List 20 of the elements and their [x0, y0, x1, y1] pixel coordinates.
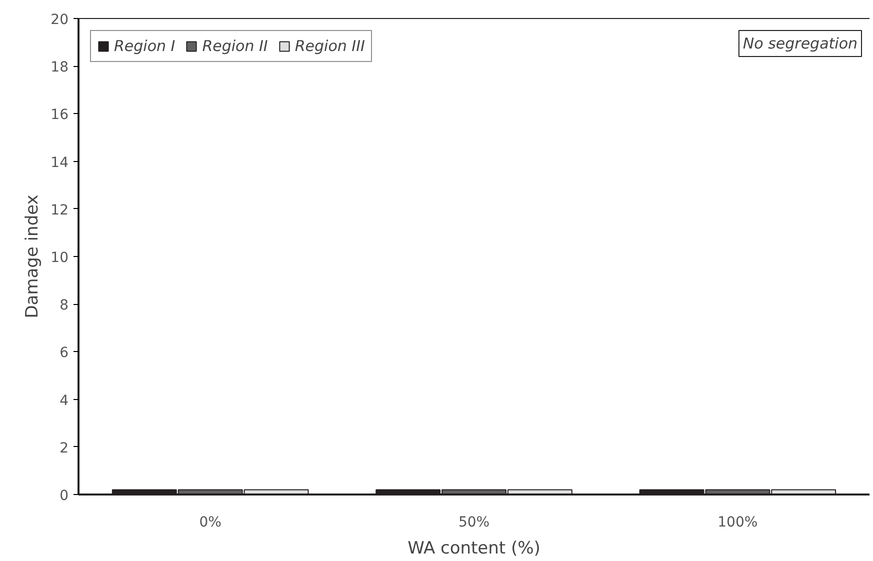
- legend-label: Region III: [294, 37, 365, 55]
- y-tick-label: 18: [50, 60, 69, 76]
- y-tick-label: 4: [60, 392, 69, 409]
- y-tick-label: 20: [50, 12, 69, 28]
- x-tick-label: 0%: [199, 514, 222, 530]
- y-tick-label: 16: [50, 107, 69, 124]
- y-tick-label: 6: [60, 345, 69, 362]
- annotation: No segregation: [742, 34, 858, 52]
- y-tick-label: 12: [50, 202, 69, 218]
- x-tick-label: 100%: [718, 514, 758, 530]
- y-tick-label: 10: [50, 250, 69, 266]
- legend-label: Region I: [114, 37, 176, 55]
- y-tick-label: 14: [50, 154, 69, 171]
- y-tick-label: 2: [60, 440, 69, 456]
- y-tick-label: 8: [60, 298, 69, 314]
- y-axis-title: Damage index: [22, 194, 43, 318]
- x-axis-title: WA content (%): [408, 538, 540, 558]
- y-tick-label: 0: [60, 488, 69, 504]
- x-tick-label: 50%: [458, 514, 490, 530]
- legend-label: Region II: [202, 37, 268, 55]
